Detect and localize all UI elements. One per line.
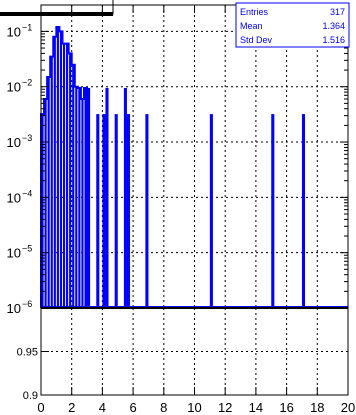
- histogram-bin: [81, 98, 84, 309]
- stats-mean-value: 1.364: [322, 21, 345, 31]
- y-tick-exponent: −6: [22, 299, 32, 309]
- histogram-bar: [114, 114, 118, 308]
- histogram-bar: [301, 114, 306, 308]
- y-tick-label: 10: [7, 135, 21, 150]
- stats-entries-label: Entries: [240, 7, 269, 17]
- histogram-bin: [62, 43, 66, 308]
- y-tick-exponent: −3: [22, 133, 32, 143]
- title-box: [0, 0, 114, 15]
- y-tick-exponent: −4: [22, 188, 32, 198]
- x-tick-label: 8: [160, 400, 167, 415]
- y-tick-label: 10: [7, 301, 21, 316]
- histogram-bar: [105, 87, 109, 308]
- x-tick-label: 12: [218, 400, 232, 415]
- stats-box-frame: [235, 2, 350, 48]
- histogram-curve: [40, 26, 89, 308]
- histogram-bar: [87, 87, 91, 308]
- bottom-panel: 0.9 0.95 0 2 4 6 8 10 12 14 16 18 20: [17, 307, 355, 415]
- stats-mean-label: Mean: [240, 21, 263, 31]
- histogram-bin: [66, 43, 69, 308]
- histogram-bin: [41, 114, 44, 308]
- histogram-bar: [145, 114, 149, 308]
- histogram-bin: [59, 31, 63, 309]
- stats-entries-value: 317: [330, 7, 345, 17]
- histogram-bar: [126, 114, 131, 308]
- histogram-bar: [271, 114, 275, 308]
- histogram-bar: [102, 114, 106, 308]
- x-tick-label: 0: [37, 400, 44, 415]
- y-tick-label: 10: [7, 24, 21, 39]
- histogram-bin: [75, 86, 78, 308]
- x-tick-label: 2: [68, 400, 75, 415]
- histogram-bin: [44, 98, 47, 309]
- y-tick-label: 10: [7, 246, 21, 261]
- y-tick-label: 10: [7, 80, 21, 95]
- histogram-bin: [78, 87, 81, 308]
- y-tick-exponent: −1: [22, 22, 32, 32]
- x-tick-label: 18: [310, 400, 324, 415]
- y-tick-label: 10: [7, 190, 21, 205]
- histogram-bin: [72, 64, 75, 309]
- x-tick-label: 10: [187, 400, 201, 415]
- bottom-y-tick-label: 0.95: [17, 347, 38, 359]
- x-tick-label: 6: [129, 400, 136, 415]
- x-tick-label: 14: [249, 400, 263, 415]
- histogram-bin: [53, 36, 56, 308]
- y-tick-exponent: −2: [22, 78, 32, 88]
- stats-stddev-label: Std Dev: [240, 35, 273, 45]
- x-tick-label: 4: [99, 400, 106, 415]
- title-box-shadow: [0, 12, 113, 16]
- stats-box: Entries 317 Mean 1.364 Std Dev 1.516: [235, 2, 350, 48]
- stats-stddev-value: 1.516: [322, 35, 345, 45]
- histogram-bin: [56, 27, 59, 308]
- histogram-bin: [47, 76, 50, 308]
- y-tick-exponent: −5: [22, 244, 32, 254]
- x-tick-label: 16: [279, 400, 293, 415]
- x-tick-label: 20: [341, 400, 355, 415]
- histogram-bar: [123, 87, 127, 308]
- histogram-bar: [209, 114, 213, 308]
- histogram-bin: [84, 87, 87, 308]
- histogram-bin: [50, 56, 53, 309]
- histogram-bin: [69, 53, 72, 309]
- histogram-bar: [96, 114, 100, 308]
- bottom-y-tick-label: 0.9: [23, 390, 38, 402]
